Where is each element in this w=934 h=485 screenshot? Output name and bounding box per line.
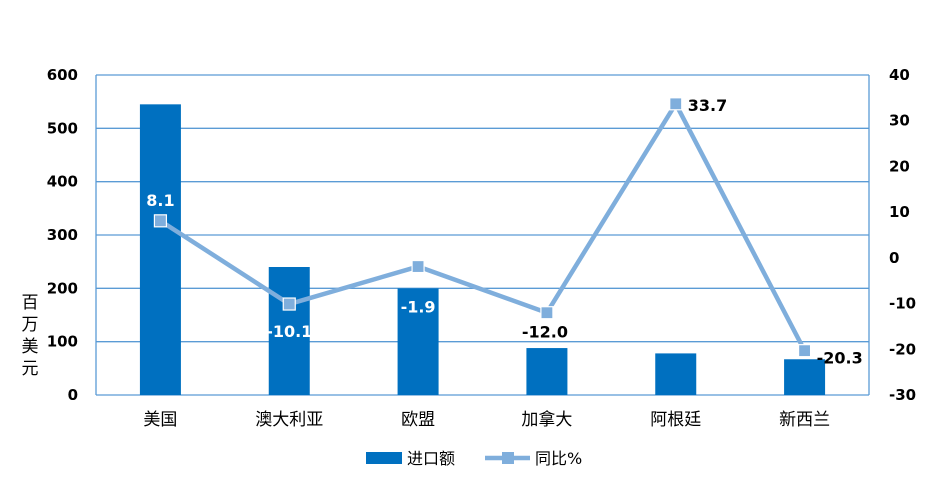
y-axis-label-char: 元 bbox=[22, 359, 39, 379]
y-right-tick-label: 10 bbox=[889, 203, 910, 221]
x-tick-label: 澳大利亚 bbox=[255, 410, 323, 430]
y-right-tick-label: -30 bbox=[889, 386, 916, 404]
line-marker bbox=[153, 214, 168, 228]
line-series bbox=[153, 97, 812, 358]
x-tick-label: 欧盟 bbox=[401, 410, 435, 430]
y-right-tick-label: 20 bbox=[889, 157, 910, 175]
bars bbox=[139, 104, 826, 395]
y-left-tick-label: 0 bbox=[68, 386, 78, 404]
x-tick-label: 加拿大 bbox=[521, 409, 572, 430]
data-label: -1.9 bbox=[401, 298, 436, 317]
bar bbox=[655, 353, 697, 395]
x-tick-label: 美国 bbox=[143, 410, 177, 430]
y-left-tick-label: 300 bbox=[47, 226, 78, 244]
bar bbox=[268, 267, 310, 395]
legend-swatch-bar bbox=[366, 452, 402, 464]
data-label: 33.7 bbox=[688, 96, 727, 115]
line-marker bbox=[540, 306, 554, 320]
bar bbox=[397, 288, 439, 395]
y-left-tick-label: 400 bbox=[47, 173, 78, 191]
y-left-tick-label: 100 bbox=[47, 333, 78, 351]
y-right-tick-label: 40 bbox=[889, 66, 910, 84]
data-label: -20.3 bbox=[817, 349, 863, 368]
legend-label-bar: 进口额 bbox=[407, 449, 455, 468]
y-axis-label-char: 美 bbox=[22, 337, 39, 357]
legend-swatch-marker bbox=[502, 452, 514, 464]
gridlines bbox=[95, 74, 870, 396]
line-marker bbox=[797, 344, 812, 358]
bar bbox=[139, 104, 181, 395]
line-marker bbox=[411, 259, 425, 274]
line-marker bbox=[282, 297, 296, 311]
x-tick-label: 阿根廷 bbox=[650, 410, 701, 430]
legend: 进口额 同比% bbox=[366, 449, 582, 468]
y-left-tick-label: 200 bbox=[47, 279, 78, 297]
y-right-tick-label: -20 bbox=[889, 340, 916, 358]
y-left-tick-label: 600 bbox=[47, 66, 78, 84]
data-label: -10.1 bbox=[266, 322, 312, 341]
y-right-tick-label: -10 bbox=[889, 295, 916, 313]
data-label: 8.1 bbox=[146, 191, 174, 210]
y-left-tick-label: 500 bbox=[47, 119, 78, 137]
x-tick-label: 新西兰 bbox=[779, 410, 830, 430]
line-path bbox=[159, 101, 807, 352]
y-right-tick-label: 30 bbox=[889, 112, 910, 130]
line-marker bbox=[669, 97, 683, 111]
bar bbox=[784, 359, 826, 395]
y-right-tick-label: 0 bbox=[889, 249, 899, 267]
y-axis-label-char: 万 bbox=[22, 315, 39, 335]
axes: 0100200300400500600-30-20-10010203040百万美… bbox=[22, 66, 917, 430]
bar bbox=[526, 348, 568, 395]
legend-label-line: 同比% bbox=[535, 449, 582, 468]
data-labels: 8.1 -10.1 -1.9 -12.0 33.7 -20.3 bbox=[146, 96, 862, 368]
y-axis-label-char: 百 bbox=[22, 293, 39, 313]
data-label: -12.0 bbox=[522, 323, 568, 342]
